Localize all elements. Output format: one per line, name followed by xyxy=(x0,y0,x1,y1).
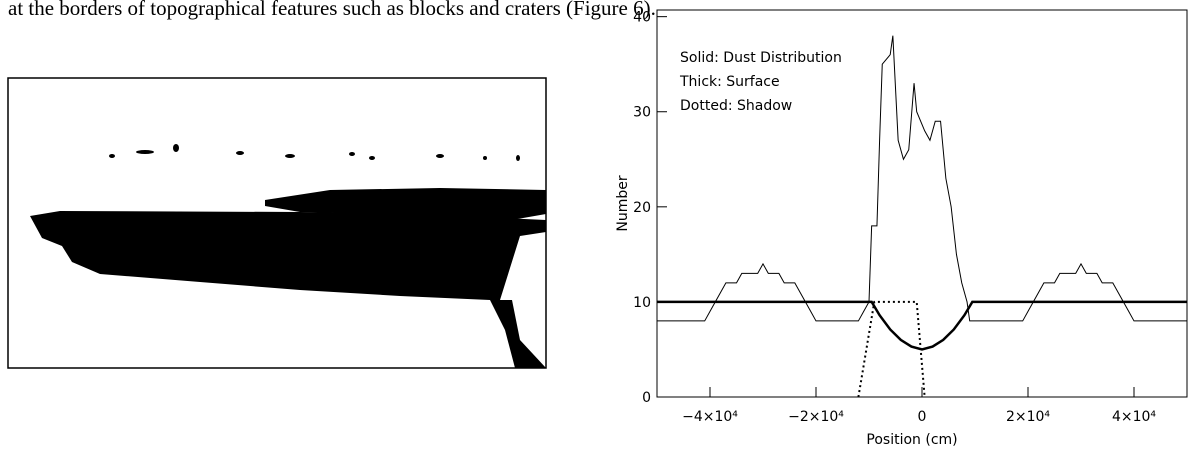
data-line xyxy=(657,35,1187,322)
annotation: Solid: Dust Distribution xyxy=(680,50,842,66)
x-axis-label: Position (cm) xyxy=(866,432,957,448)
x-tick-label: −2×10⁴ xyxy=(788,409,844,425)
plot-frame xyxy=(656,9,1188,398)
y-tick-label: 0 xyxy=(642,390,651,406)
y-tick-label: 40 xyxy=(633,10,651,26)
y-tick-label: 20 xyxy=(633,200,651,216)
x-tick-label: 0 xyxy=(918,409,927,425)
x-tick-label: 4×10⁴ xyxy=(1112,409,1156,425)
x-tick-label: 2×10⁴ xyxy=(1006,409,1050,425)
x-tick-label: −4×10⁴ xyxy=(682,409,738,425)
y-tick-label: 10 xyxy=(633,295,651,311)
body-text: at the borders of topographical features… xyxy=(8,0,656,20)
y-tick-label: 30 xyxy=(633,105,651,121)
annotation: Thick: Surface xyxy=(679,74,780,90)
data-line xyxy=(857,300,926,398)
annotation: Dotted: Shadow xyxy=(680,98,792,114)
chart: 0 10 20 30 40 −4×10⁴ −2×10⁴ 0 2×10⁴ 4×10⁴ Position… xyxy=(615,9,1188,448)
photo xyxy=(7,77,547,369)
data-line xyxy=(657,300,1187,351)
y-axis-label: Number xyxy=(615,175,631,231)
